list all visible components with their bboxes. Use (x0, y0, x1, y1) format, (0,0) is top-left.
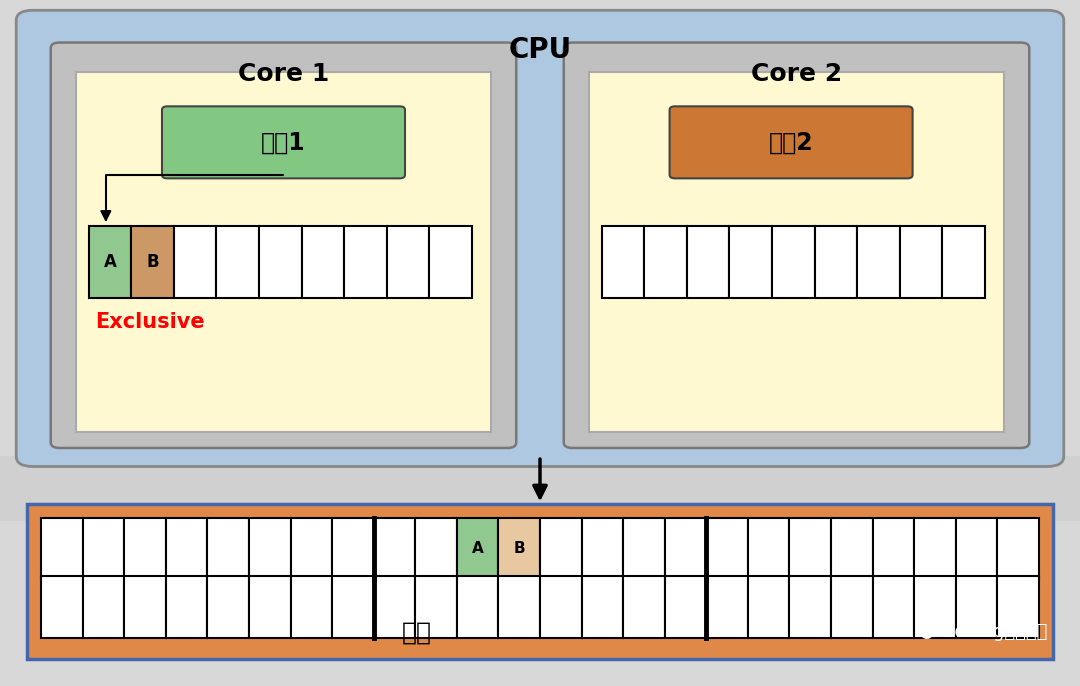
Bar (914, 518, 956, 580)
Text: A: A (472, 541, 484, 556)
Bar (374, 576, 415, 638)
Bar (41, 518, 83, 580)
Bar (873, 518, 914, 580)
Bar (131, 226, 174, 298)
Bar (747, 518, 789, 580)
Bar (89, 226, 131, 298)
Bar (457, 576, 498, 638)
Text: Core 1: Core 1 (238, 62, 329, 86)
Bar (623, 576, 665, 638)
Bar (345, 226, 387, 298)
Bar (387, 226, 430, 298)
Bar (858, 226, 900, 298)
Text: ● Golang技术分享: ● Golang技术分享 (919, 624, 1048, 641)
Bar (832, 576, 873, 638)
Bar (457, 518, 498, 580)
Bar (248, 518, 291, 580)
Bar (943, 226, 985, 298)
Bar (41, 576, 83, 638)
Text: B: B (146, 253, 159, 272)
Text: CPU: CPU (509, 36, 571, 64)
Bar (498, 518, 540, 580)
Bar (259, 226, 301, 298)
Bar (207, 518, 249, 580)
Bar (665, 518, 706, 580)
Text: 线程2: 线程2 (769, 130, 813, 154)
Bar (900, 226, 943, 298)
Text: Exclusive: Exclusive (95, 312, 205, 332)
Bar (27, 504, 1053, 659)
Bar (623, 518, 665, 580)
Text: Core 2: Core 2 (751, 62, 842, 86)
Bar (333, 576, 374, 638)
Bar (873, 576, 914, 638)
Bar (789, 518, 832, 580)
Bar (216, 226, 259, 298)
Bar (76, 72, 491, 432)
Bar (301, 226, 345, 298)
Text: 线程1: 线程1 (261, 130, 306, 154)
Bar (540, 518, 581, 580)
FancyBboxPatch shape (564, 43, 1029, 448)
Bar (124, 576, 166, 638)
Bar (814, 226, 858, 298)
Bar (644, 226, 687, 298)
Bar (207, 576, 249, 638)
Bar (602, 226, 644, 298)
Bar (291, 518, 333, 580)
Bar (589, 72, 1004, 432)
Text: A: A (104, 253, 117, 272)
Bar (83, 518, 124, 580)
Bar (0, 456, 1080, 521)
FancyBboxPatch shape (51, 43, 516, 448)
Bar (914, 576, 956, 638)
Bar (581, 518, 623, 580)
Bar (956, 518, 997, 580)
Bar (998, 576, 1039, 638)
Bar (998, 518, 1039, 580)
Text: 内存: 内存 (402, 621, 432, 644)
Bar (124, 518, 166, 580)
Bar (581, 576, 623, 638)
Bar (415, 518, 457, 580)
Bar (333, 518, 374, 580)
FancyBboxPatch shape (162, 106, 405, 178)
Bar (498, 576, 540, 638)
Bar (706, 576, 747, 638)
Bar (832, 518, 873, 580)
Bar (291, 576, 333, 638)
Bar (540, 576, 581, 638)
Bar (430, 226, 472, 298)
Bar (83, 576, 124, 638)
Bar (665, 576, 706, 638)
Bar (374, 518, 415, 580)
Bar (415, 576, 457, 638)
FancyBboxPatch shape (16, 10, 1064, 466)
Bar (747, 576, 789, 638)
Bar (729, 226, 772, 298)
Bar (956, 576, 997, 638)
Bar (772, 226, 814, 298)
Bar (789, 576, 832, 638)
Bar (706, 518, 747, 580)
Bar (687, 226, 729, 298)
FancyBboxPatch shape (670, 106, 913, 178)
Bar (166, 518, 207, 580)
Bar (174, 226, 216, 298)
Bar (166, 576, 207, 638)
Text: B: B (513, 541, 525, 556)
Bar (248, 576, 291, 638)
